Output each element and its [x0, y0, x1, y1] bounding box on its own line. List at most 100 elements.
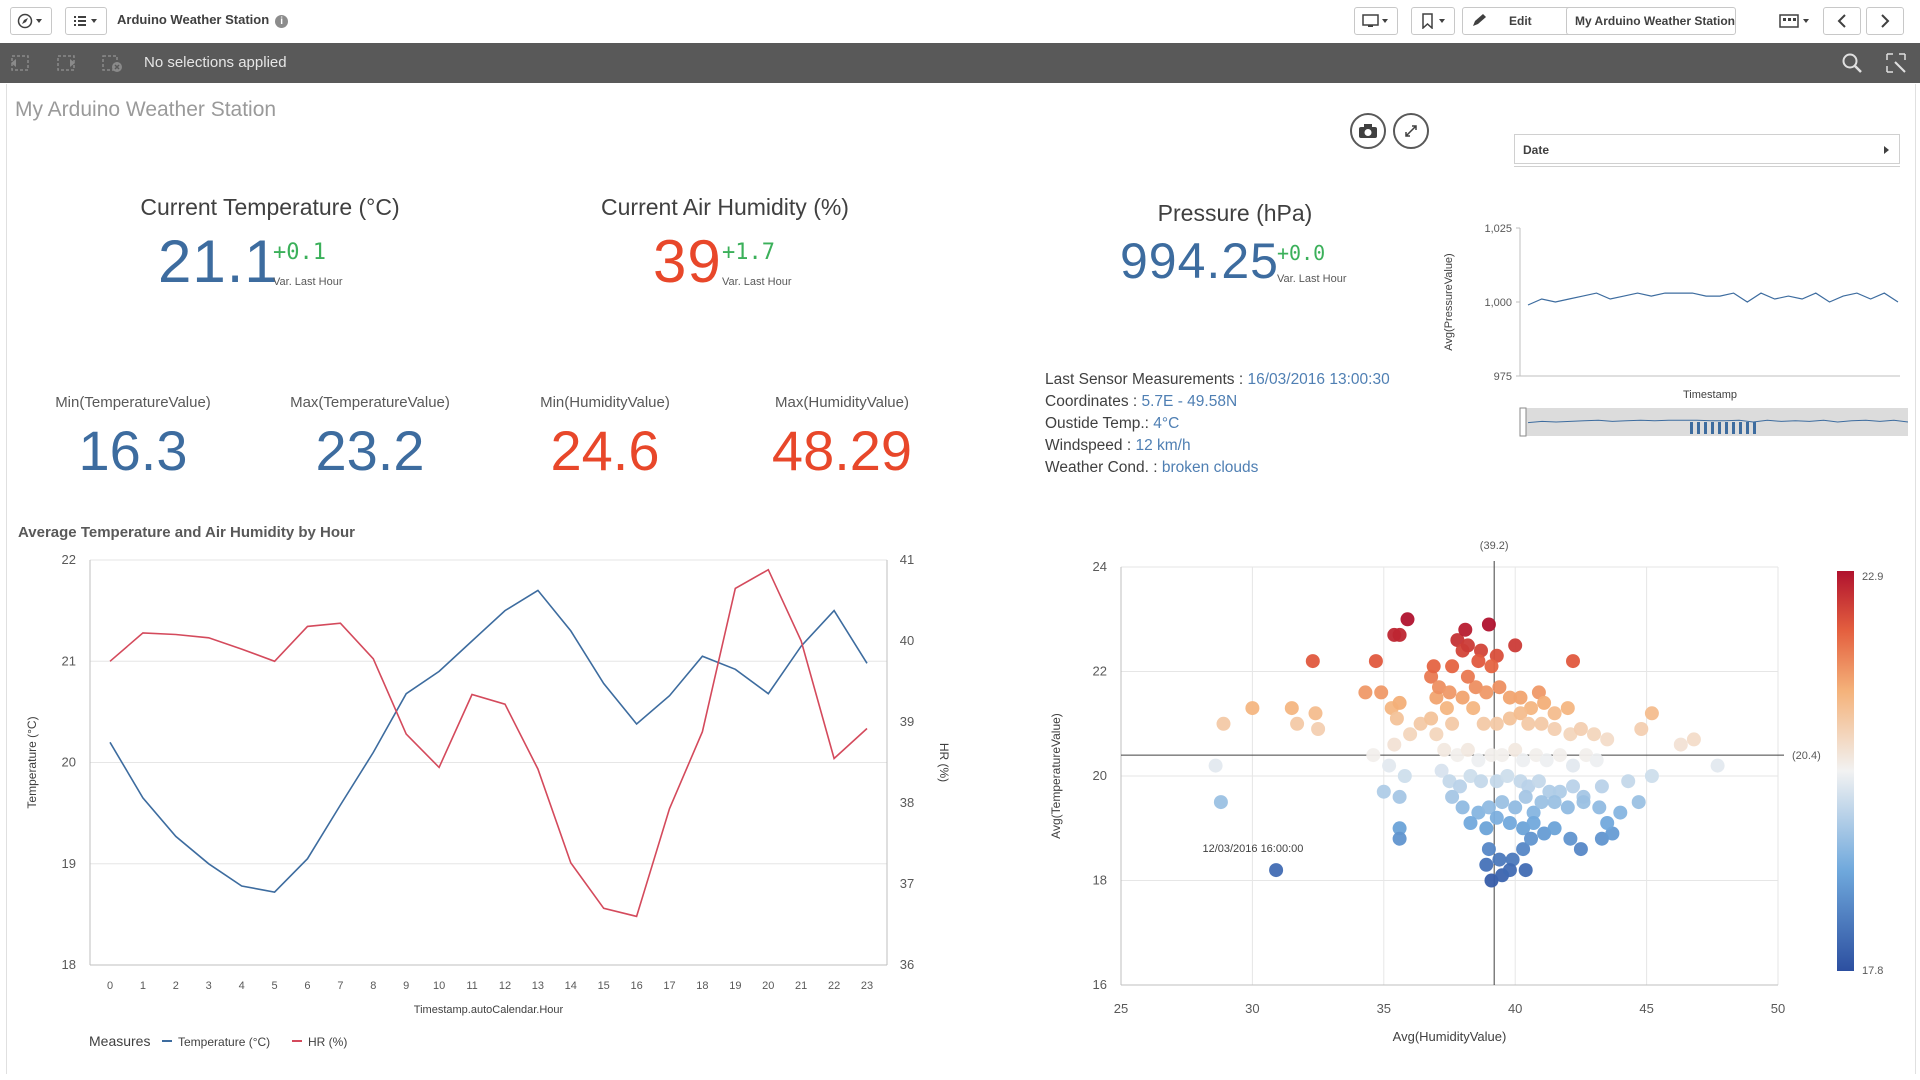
expand-icon [1405, 125, 1417, 137]
kpi-temperature-value: 21.1 [158, 228, 279, 295]
scatter-point [1537, 695, 1552, 710]
scatter-point [1592, 800, 1607, 815]
scatter-point [1311, 722, 1326, 736]
scatter-point [1686, 732, 1701, 747]
x-tick-label: 11 [466, 980, 477, 992]
scatter-point [1505, 852, 1520, 867]
scatter-point [1526, 805, 1541, 820]
x-tick-label: 20 [762, 980, 774, 992]
x-tick-label: 17 [663, 980, 675, 992]
scatter-point [1566, 779, 1580, 794]
scatter-point [1392, 821, 1407, 836]
clear-selections-icon[interactable] [100, 51, 124, 75]
range-navigator-bar [1697, 422, 1700, 434]
scatter-point [1502, 863, 1517, 878]
y-tick-label: 975 [1494, 371, 1512, 383]
scatter-point [1474, 643, 1488, 658]
date-filter-pane[interactable]: Date [1514, 134, 1900, 164]
app-toolbar: Arduino Weather Station i Edit My Arduino… [0, 0, 1920, 44]
scatter-point [1479, 685, 1494, 700]
search-icon[interactable] [1840, 51, 1864, 75]
scatter-point [1376, 784, 1391, 799]
x-tick-label: 23 [861, 980, 873, 992]
scatter-point [1631, 795, 1646, 810]
reference-y-label: (20.4) [1792, 750, 1821, 762]
x-tick-label: 45 [1639, 1001, 1653, 1016]
snapshot-button[interactable] [1350, 113, 1386, 149]
pressure-line-chart[interactable]: 1,025 1,000 975 Timestamp Avg(PressureValue) [1438, 212, 1908, 442]
global-menu-button[interactable] [65, 7, 107, 35]
x-tick-label: 7 [337, 980, 343, 992]
y-tick-label: 24 [1093, 559, 1107, 574]
x-tick-label: 16 [630, 980, 642, 992]
scatter-point [1484, 748, 1499, 763]
scatter-point [1563, 831, 1578, 846]
scatter-point [1547, 795, 1562, 810]
range-navigator-bar [1753, 422, 1756, 434]
scatter-point [1521, 716, 1536, 731]
bookmarks-button[interactable] [1411, 7, 1455, 35]
scatter-point [1552, 784, 1567, 799]
scatter-point [1600, 732, 1615, 747]
scatter-point [1524, 701, 1538, 716]
scatter-point [1450, 748, 1465, 763]
scatter-point [1518, 863, 1533, 878]
y-tick-label: 18 [1093, 873, 1107, 888]
scatter-point [1471, 805, 1486, 820]
scatter-point [1644, 769, 1659, 783]
humidity-temperature-scatter-chart[interactable]: 24 22 20 18 16 25 30 35 40 45 50 Avg(HumidityValue)… [1040, 525, 1910, 1065]
weather-value: broken clouds [1161, 459, 1259, 476]
range-navigator-bar [1732, 422, 1735, 434]
date-filter-divider [1514, 164, 1900, 167]
scatter-point [1284, 701, 1299, 716]
date-filter-label: Date [1523, 143, 1550, 157]
windspeed-value: 12 km/h [1135, 437, 1191, 454]
navigation-menu-button[interactable] [10, 7, 52, 35]
scatter-point [1710, 758, 1725, 773]
x-tick-label: 0 [107, 980, 113, 992]
x-tick-label: 15 [598, 980, 610, 992]
scatter-point [1455, 800, 1470, 815]
scatter-point [1389, 711, 1404, 726]
scatter-point [1634, 722, 1649, 736]
selection-forward-icon[interactable] [54, 51, 78, 75]
fullscreen-button[interactable] [1393, 113, 1429, 149]
scatter-point [1516, 821, 1531, 836]
scatter-point [1502, 690, 1517, 705]
selection-back-icon[interactable] [8, 51, 32, 75]
x-tick-label: 10 [433, 980, 445, 992]
x-tick-label: 4 [239, 980, 245, 992]
scatter-point [1489, 774, 1504, 789]
bookmark-icon [1422, 13, 1445, 29]
edit-button[interactable]: Edit [1462, 7, 1572, 35]
info-icon[interactable]: i [275, 15, 289, 28]
presentation-mode-button[interactable] [1354, 7, 1398, 35]
color-scale-min-label: 17.8 [1862, 965, 1883, 977]
y2-tick-label: 40 [900, 633, 914, 648]
x-tick-label: 8 [370, 980, 376, 992]
scatter-point [1305, 654, 1320, 669]
sheet-selector[interactable]: My Arduino Weather Station [1566, 7, 1736, 35]
scatter-point [1432, 680, 1446, 695]
caret-right-icon [1884, 146, 1889, 154]
legend-humidity-label: HR (%) [308, 1035, 347, 1049]
scatter-point [1547, 821, 1562, 836]
scatter-point [1468, 680, 1483, 695]
range-navigator-line [1527, 419, 1908, 424]
kpi-humidity-variation-label: Var. Last Hour [722, 276, 792, 288]
y-tick-label: 19 [62, 856, 76, 871]
edit-label: Edit [1509, 14, 1532, 28]
scatter-point [1476, 716, 1491, 731]
scatter-point [1439, 701, 1454, 716]
smart-search-icon[interactable] [1884, 51, 1908, 75]
previous-sheet-button[interactable] [1823, 7, 1861, 35]
next-sheet-button[interactable] [1866, 7, 1904, 35]
sheets-overview-button[interactable] [1774, 7, 1818, 35]
x-tick-label: 6 [304, 980, 310, 992]
scatter-point [1594, 831, 1609, 846]
legend-temperature-label: Temperature (°C) [178, 1035, 270, 1049]
legend-title: Measures [89, 1033, 150, 1049]
kpi-min-temperature-title: Min(TemperatureValue) [55, 394, 211, 411]
kpi-humidity-value: 39 [653, 228, 722, 295]
